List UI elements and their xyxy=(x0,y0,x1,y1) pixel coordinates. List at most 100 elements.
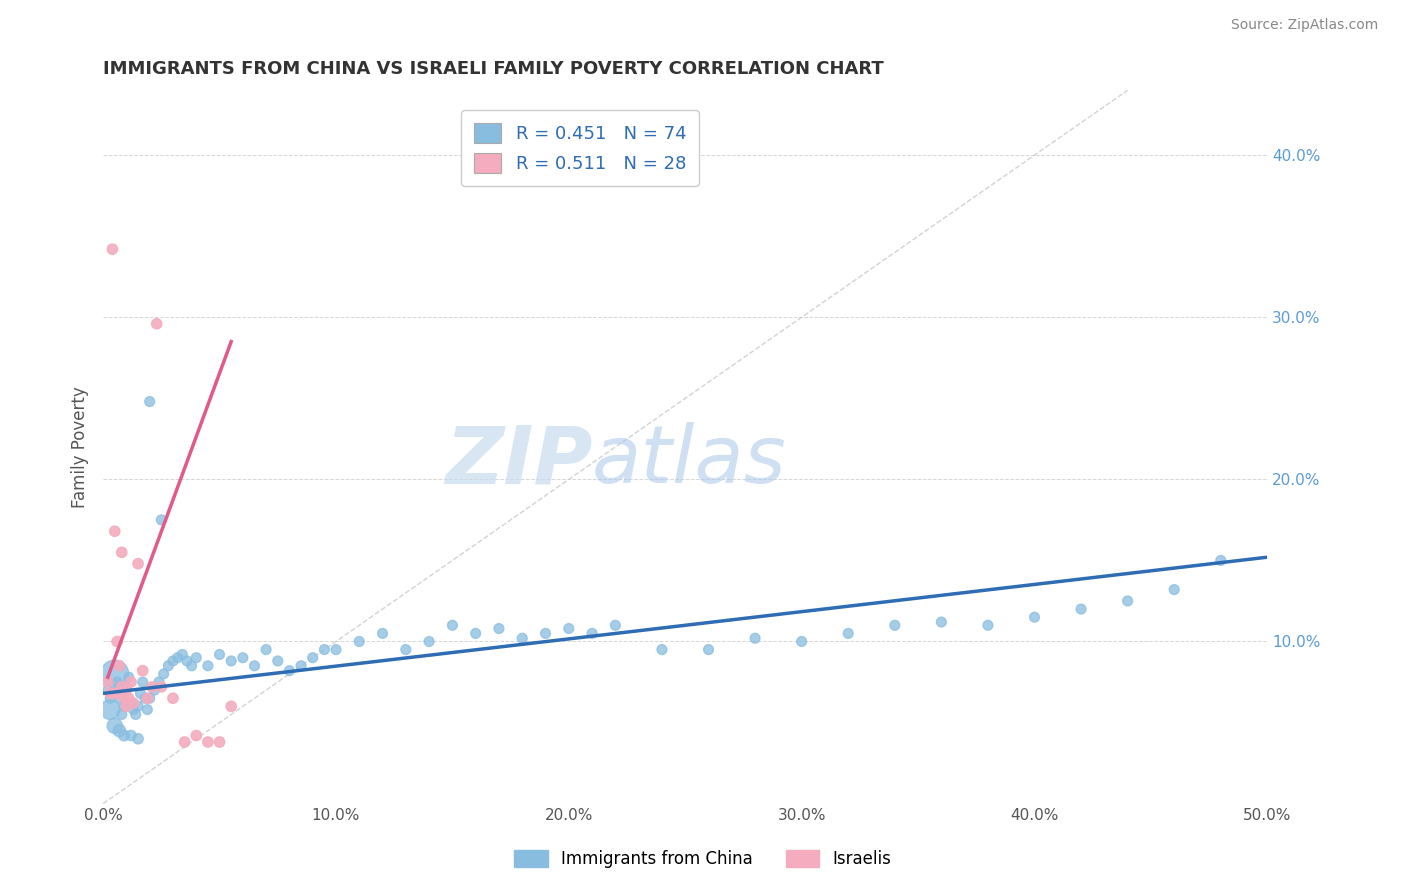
Point xyxy=(418,634,440,648)
Point xyxy=(290,658,312,673)
Point xyxy=(176,654,198,668)
Point xyxy=(558,622,581,636)
Point xyxy=(120,675,142,690)
Point xyxy=(166,650,188,665)
Point xyxy=(118,670,141,684)
Point xyxy=(115,699,138,714)
Point xyxy=(97,683,120,698)
Point xyxy=(112,691,135,706)
Point xyxy=(464,626,486,640)
Point xyxy=(138,691,160,706)
Point xyxy=(104,719,127,733)
Point xyxy=(97,675,120,690)
Point xyxy=(120,696,142,710)
Point xyxy=(441,618,464,632)
Text: IMMIGRANTS FROM CHINA VS ISRAELI FAMILY POVERTY CORRELATION CHART: IMMIGRANTS FROM CHINA VS ISRAELI FAMILY … xyxy=(103,60,884,78)
Point xyxy=(98,686,121,700)
Point xyxy=(208,648,231,662)
Point xyxy=(136,703,159,717)
Point xyxy=(790,634,813,648)
Point xyxy=(122,703,145,717)
Point xyxy=(488,622,510,636)
Point xyxy=(931,615,953,629)
Point xyxy=(395,642,418,657)
Point xyxy=(127,557,149,571)
Point xyxy=(162,691,184,706)
Point xyxy=(697,642,720,657)
Point xyxy=(104,524,127,539)
Point xyxy=(141,680,163,694)
Point xyxy=(101,686,124,700)
Point xyxy=(120,729,142,743)
Point xyxy=(581,626,603,640)
Point xyxy=(108,658,131,673)
Point xyxy=(186,650,208,665)
Point xyxy=(162,654,184,668)
Point xyxy=(172,648,194,662)
Point xyxy=(325,642,347,657)
Point xyxy=(232,650,254,665)
Point xyxy=(197,658,219,673)
Point xyxy=(104,667,127,681)
Point xyxy=(1024,610,1046,624)
Point xyxy=(219,654,242,668)
Text: atlas: atlas xyxy=(592,422,787,500)
Point xyxy=(180,658,202,673)
Point xyxy=(651,642,673,657)
Point xyxy=(122,696,145,710)
Point xyxy=(883,618,905,632)
Point xyxy=(111,680,134,694)
Point xyxy=(1163,582,1185,597)
Point xyxy=(254,642,277,657)
Point xyxy=(98,691,121,706)
Point xyxy=(127,731,149,746)
Point xyxy=(1116,594,1139,608)
Point xyxy=(108,691,131,706)
Point xyxy=(744,632,766,646)
Point xyxy=(112,699,135,714)
Legend: Immigrants from China, Israelis: Immigrants from China, Israelis xyxy=(508,843,898,875)
Point xyxy=(125,707,148,722)
Point xyxy=(186,729,208,743)
Point xyxy=(127,699,149,714)
Point xyxy=(197,735,219,749)
Point xyxy=(173,735,195,749)
Point xyxy=(105,686,128,700)
Point xyxy=(605,618,627,632)
Point xyxy=(112,729,135,743)
Point xyxy=(243,658,266,673)
Text: Source: ZipAtlas.com: Source: ZipAtlas.com xyxy=(1230,18,1378,32)
Point xyxy=(101,242,124,256)
Point xyxy=(150,513,173,527)
Point xyxy=(837,626,859,640)
Point xyxy=(105,675,128,690)
Legend: R = 0.451   N = 74, R = 0.511   N = 28: R = 0.451 N = 74, R = 0.511 N = 28 xyxy=(461,110,699,186)
Point xyxy=(132,664,155,678)
Point xyxy=(267,654,290,668)
Point xyxy=(115,680,138,694)
Point xyxy=(111,707,134,722)
Point xyxy=(1209,553,1232,567)
Point xyxy=(118,691,141,706)
Point xyxy=(208,735,231,749)
Point xyxy=(136,691,159,706)
Point xyxy=(108,723,131,738)
Point xyxy=(371,626,394,640)
Point xyxy=(278,664,301,678)
Point xyxy=(111,545,134,559)
Point xyxy=(534,626,557,640)
Point xyxy=(301,650,323,665)
Point xyxy=(101,686,124,700)
Point xyxy=(98,703,121,717)
Point xyxy=(349,634,371,648)
Point xyxy=(510,632,533,646)
Point xyxy=(115,683,138,698)
Point xyxy=(1070,602,1092,616)
Point xyxy=(132,675,155,690)
Point xyxy=(129,686,152,700)
Point xyxy=(105,634,128,648)
Point xyxy=(152,667,174,681)
Text: ZIP: ZIP xyxy=(444,422,592,500)
Y-axis label: Family Poverty: Family Poverty xyxy=(72,386,89,508)
Point xyxy=(219,699,242,714)
